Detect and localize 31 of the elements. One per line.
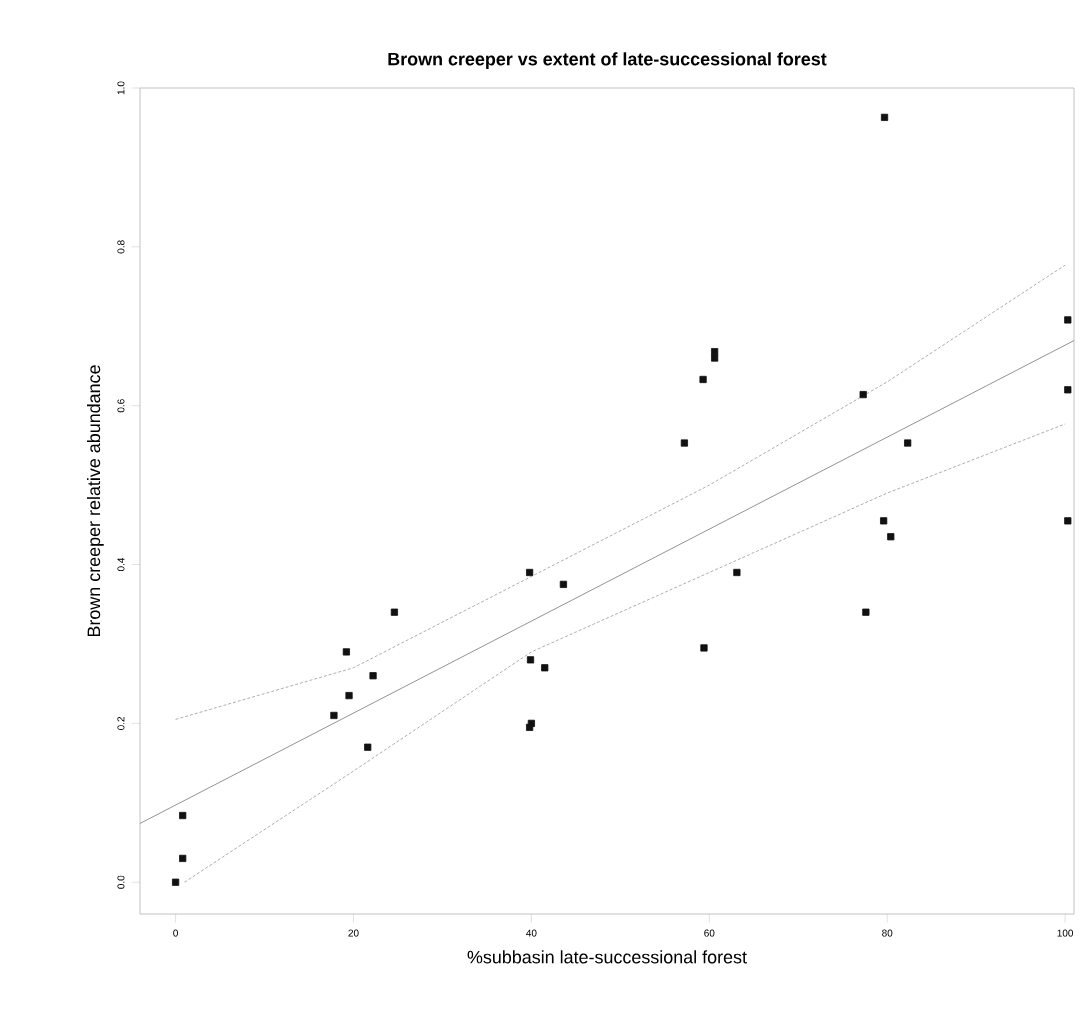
point — [880, 517, 888, 525]
point — [390, 608, 398, 616]
point — [1064, 316, 1072, 324]
point — [179, 811, 187, 820]
point — [541, 664, 549, 672]
point — [345, 692, 353, 700]
point — [862, 608, 870, 616]
point — [859, 390, 867, 399]
point — [1064, 386, 1072, 394]
point — [887, 533, 895, 541]
chart-title: Brown creeper vs extent of late-successional forest — [388, 52, 827, 69]
point — [880, 113, 889, 121]
point — [526, 568, 534, 577]
point — [364, 743, 372, 751]
point — [342, 648, 350, 656]
point — [711, 354, 719, 362]
point — [733, 568, 741, 577]
point — [330, 711, 338, 720]
point — [904, 439, 912, 447]
point — [171, 878, 180, 886]
y-axis-title: Brown creeper relative abundance — [87, 365, 104, 637]
point — [559, 580, 568, 588]
point — [1064, 517, 1072, 525]
point — [526, 656, 535, 664]
line-series — [175, 264, 1066, 720]
x-axis-title: %subbasin late-successional forest — [467, 950, 747, 964]
point — [369, 672, 377, 680]
point — [699, 375, 707, 384]
point — [700, 644, 708, 652]
point — [179, 854, 187, 862]
point — [680, 439, 688, 447]
